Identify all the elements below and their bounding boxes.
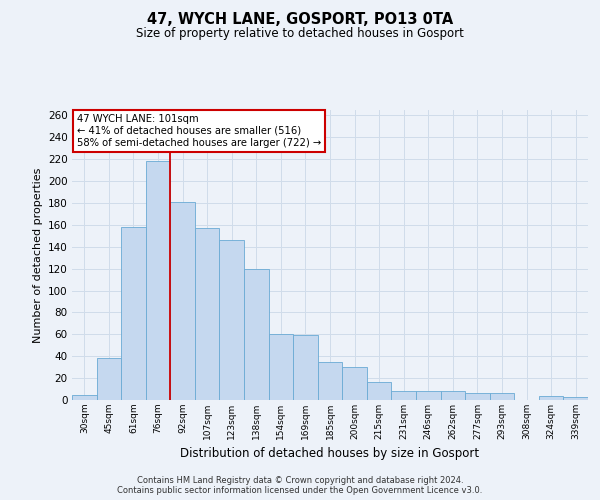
Bar xyxy=(465,394,490,400)
Text: Contains public sector information licensed under the Open Government Licence v3: Contains public sector information licen… xyxy=(118,486,482,495)
Bar xyxy=(269,334,293,400)
Bar xyxy=(490,394,514,400)
Bar xyxy=(72,394,97,400)
Bar xyxy=(391,391,416,400)
Bar xyxy=(121,227,146,400)
Text: Contains HM Land Registry data © Crown copyright and database right 2024.: Contains HM Land Registry data © Crown c… xyxy=(137,476,463,485)
Text: 47 WYCH LANE: 101sqm
← 41% of detached houses are smaller (516)
58% of semi-deta: 47 WYCH LANE: 101sqm ← 41% of detached h… xyxy=(77,114,322,148)
Y-axis label: Number of detached properties: Number of detached properties xyxy=(32,168,43,342)
Bar xyxy=(220,240,244,400)
Bar xyxy=(244,268,269,400)
Text: 47, WYCH LANE, GOSPORT, PO13 0TA: 47, WYCH LANE, GOSPORT, PO13 0TA xyxy=(147,12,453,28)
Bar xyxy=(440,391,465,400)
Bar xyxy=(146,162,170,400)
Bar xyxy=(539,396,563,400)
Bar xyxy=(416,391,440,400)
Text: Size of property relative to detached houses in Gosport: Size of property relative to detached ho… xyxy=(136,28,464,40)
X-axis label: Distribution of detached houses by size in Gosport: Distribution of detached houses by size … xyxy=(181,448,479,460)
Bar xyxy=(293,336,318,400)
Bar xyxy=(97,358,121,400)
Bar xyxy=(170,202,195,400)
Bar xyxy=(563,396,588,400)
Bar xyxy=(342,367,367,400)
Bar xyxy=(318,362,342,400)
Bar xyxy=(367,382,391,400)
Bar xyxy=(195,228,220,400)
